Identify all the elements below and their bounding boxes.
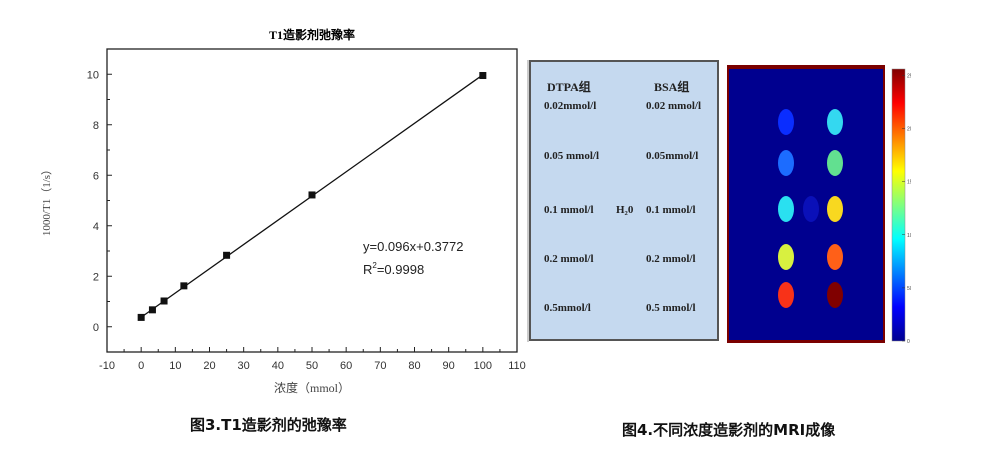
concentration-label-left: 0.05 mmol/l (544, 150, 599, 162)
concentration-label-left: 0.1 mmol/l (544, 204, 594, 216)
mri-sample-dtpa (778, 196, 794, 222)
colorbar-tick-label: 150 (907, 180, 911, 186)
concentration-label-left: 0.02mmol/l (544, 100, 597, 112)
x-axis-label: 浓度（mmol） (274, 380, 350, 395)
concentration-label-right: 0.1 mmol/l (646, 204, 696, 216)
h2o-label: H₂0 (616, 204, 634, 216)
data-point (479, 72, 487, 80)
colorbar-tick-label: 50 (907, 286, 911, 292)
data-point (160, 297, 168, 305)
x-tick-label: 20 (203, 360, 215, 372)
header-bsa: BSA组 (654, 80, 690, 94)
header-dtpa: DTPA组 (547, 80, 591, 94)
mri-sample-dtpa (778, 244, 794, 270)
x-tick-label: 30 (238, 360, 250, 372)
mri-sample-dtpa (778, 150, 794, 176)
concentration-label-left: 0.2 mmol/l (544, 253, 594, 265)
colorbar-tick-label: 250 (907, 73, 911, 79)
colorbar-tick-label: 0 (907, 339, 910, 345)
data-point (223, 251, 231, 259)
mri-sample-bsa (827, 150, 843, 176)
data-point (137, 313, 145, 321)
mri-sample-bsa (827, 196, 843, 222)
x-tick-label: 80 (408, 360, 420, 372)
x-tick-label: 40 (272, 360, 284, 372)
x-tick-label: 100 (474, 360, 492, 372)
y-axis-label: 1000/T1（1/s） (40, 164, 53, 236)
mri-image: 0 50 100 150 200 250 (727, 65, 911, 345)
colorbar-tick-label: 100 (907, 233, 911, 239)
concentration-label-left: 0.5mmol/l (544, 302, 591, 314)
y-tick-label: 0 (93, 322, 99, 334)
r-squared: R2=0.9998 (363, 261, 424, 277)
x-tick-label: 70 (374, 360, 386, 372)
mri-sample-bsa (827, 109, 843, 135)
x-tick-label: 90 (443, 360, 455, 372)
x-tick-label: 0 (138, 360, 144, 372)
mri-sample-bsa (827, 244, 843, 270)
concentration-legend-panel: DTPA组 BSA组 H₂0 0.02mmol/l 0.02 mmol/l 0.05… (529, 60, 719, 341)
caption-figure-4: 图4.不同浓度造影剂的MRI成像 (622, 421, 836, 439)
mri-sample-dtpa (778, 109, 794, 135)
data-point (308, 191, 316, 199)
relaxivity-chart: T1造影剂弛豫率 -10 0 10 20 30 40 50 60 70 80 90 100 110 0 2 4… (40, 27, 529, 395)
x-tick-label: 50 (306, 360, 318, 372)
caption-figure-3: 图3.T1造影剂的弛豫率 (190, 416, 347, 434)
y-tick-label: 10 (87, 69, 99, 81)
y-tick-label: 4 (93, 221, 99, 233)
colorbar (891, 68, 906, 342)
mri-sample-water (803, 196, 819, 222)
y-tick-label: 8 (93, 120, 99, 132)
fit-equation: y=0.096x+0.3772 (363, 239, 463, 254)
x-tick-label: -10 (99, 360, 115, 372)
x-tick-label: 10 (169, 360, 181, 372)
data-point (148, 306, 156, 314)
concentration-label-right: 0.5 mmol/l (646, 302, 696, 314)
chart-title: T1造影剂弛豫率 (269, 27, 355, 42)
y-tick-label: 6 (93, 170, 99, 182)
concentration-label-right: 0.2 mmol/l (646, 253, 696, 265)
x-tick-label: 110 (508, 360, 526, 372)
colorbar-tick-label: 200 (907, 127, 911, 133)
data-point (180, 282, 188, 290)
x-tick-label: 60 (340, 360, 352, 372)
concentration-label-right: 0.05mmol/l (646, 150, 699, 162)
concentration-label-right: 0.02 mmol/l (646, 100, 701, 112)
y-tick-label: 2 (93, 271, 99, 283)
mri-sample-dtpa (778, 282, 794, 308)
mri-sample-bsa (827, 282, 843, 308)
